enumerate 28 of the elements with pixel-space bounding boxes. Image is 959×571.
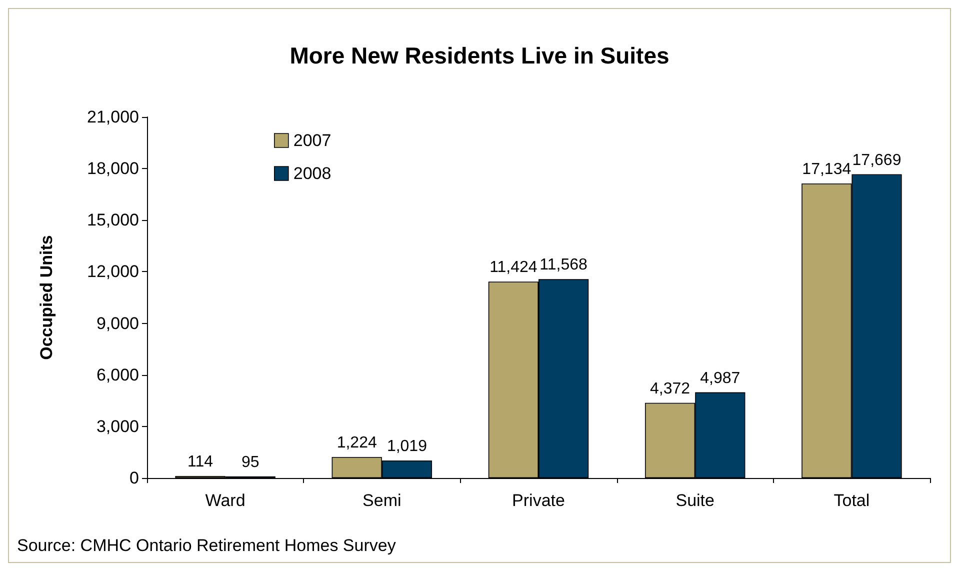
chart-title: More New Residents Live in Suites [290, 42, 670, 68]
data-label: 4,372 [650, 380, 690, 398]
x-tick-label: Total [834, 491, 870, 510]
y-tick-label: 21,000 [87, 108, 139, 126]
x-tick-label: Ward [205, 491, 246, 510]
legend-label: 2008 [293, 164, 332, 183]
data-label: 1,224 [336, 434, 377, 452]
y-tick-label: 6,000 [96, 365, 139, 384]
y-tick-label: 9,000 [96, 314, 139, 333]
source-note: Source: CMHC Ontario Retirement Homes Survey [17, 536, 396, 555]
data-label: 1,019 [386, 438, 428, 455]
y-axis-title: Occupied Units [37, 235, 56, 360]
y-tick-label: 15,000 [87, 210, 139, 230]
data-label: 114 [187, 454, 214, 471]
legend-label: 2007 [293, 131, 332, 150]
data-label: 4,987 [700, 370, 740, 387]
data-label: 17,134 [802, 160, 852, 178]
y-tick-label: 18,000 [87, 159, 139, 178]
x-tick-label: Private [512, 491, 565, 510]
data-label: 95 [241, 454, 260, 471]
x-tick-label: Suite [676, 491, 714, 510]
data-label: 17,669 [852, 152, 902, 169]
y-tick-label: 12,000 [87, 262, 139, 282]
data-label: 11,568 [540, 256, 588, 274]
data-label: 11,424 [490, 259, 538, 276]
y-tick-label: 0 [130, 468, 139, 488]
x-tick-label: Semi [362, 491, 402, 510]
y-tick-label: 3,000 [96, 416, 139, 436]
